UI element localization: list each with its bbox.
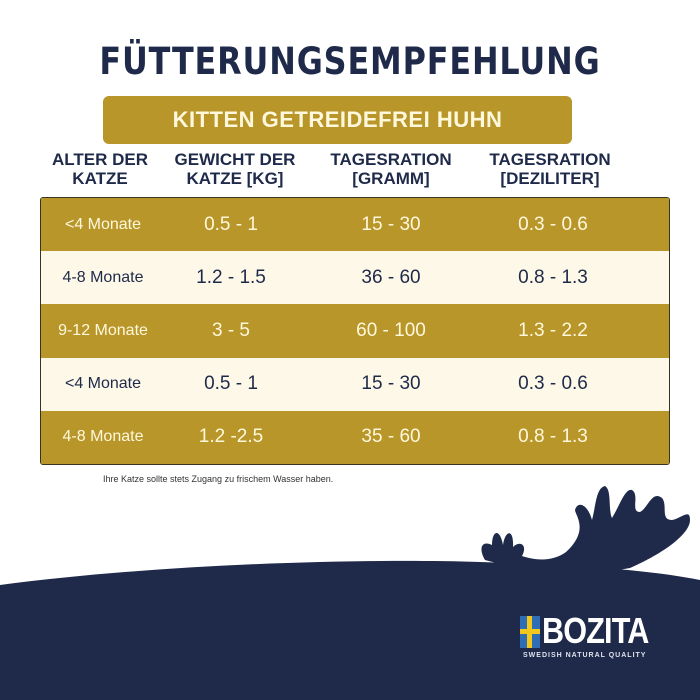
footnote: Ihre Katze sollte stets Zugang zu frisch… xyxy=(103,474,334,484)
navy-hill xyxy=(0,560,700,700)
deciliters-cell: 0.8 - 1.3 xyxy=(518,426,588,448)
column-header-age: ALTER DER KATZE xyxy=(51,150,149,188)
grams-cell: 36 - 60 xyxy=(361,266,421,288)
grams-cell: 60 - 100 xyxy=(356,319,426,341)
grams-cell: 15 - 30 xyxy=(361,213,421,235)
table-row: 9-12 Monate 3 - 5 60 - 100 1.3 - 2.2 xyxy=(41,304,669,358)
age-cell: 4-8 Monate xyxy=(62,428,144,446)
column-header-deciliters: TAGESRATION [DEZILITER] xyxy=(489,150,611,188)
age-cell: <4 Monate xyxy=(64,215,142,233)
antler-icon xyxy=(481,486,690,580)
age-cell: 9-12 Monate xyxy=(58,321,148,339)
deciliters-cell: 0.8 - 1.3 xyxy=(518,266,588,288)
table-row: <4 Monate 0.5 - 1 15 - 30 0.3 - 0.6 xyxy=(41,357,669,411)
page-title: FÜTTERUNGSEMPFEHLUNG xyxy=(99,40,601,83)
column-header-grams: TAGESRATION [GRAMM] xyxy=(330,150,452,188)
weight-cell: 1.2 - 1.5 xyxy=(196,266,266,288)
feeding-table: <4 Monate 0.5 - 1 15 - 30 0.3 - 0.6 4-8 Mona… xyxy=(40,197,670,465)
weight-cell: 0.5 - 1 xyxy=(204,373,258,395)
weight-cell: 3 - 5 xyxy=(211,319,251,341)
age-cell: 4-8 Monate xyxy=(62,268,144,286)
column-header-weight: GEWICHT DER KATZE [KG] xyxy=(174,150,296,188)
deciliters-cell: 0.3 - 0.6 xyxy=(518,213,588,235)
table-row: 4-8 Monate 1.2 - 1.5 36 - 60 0.8 - 1.3 xyxy=(41,251,669,305)
weight-cell: 1.2 -2.5 xyxy=(198,426,264,448)
weight-cell: 0.5 - 1 xyxy=(204,213,258,235)
deciliters-cell: 0.3 - 0.6 xyxy=(518,373,588,395)
age-cell: <4 Monate xyxy=(64,375,142,393)
swedish-flag-icon xyxy=(520,616,540,648)
grams-cell: 15 - 30 xyxy=(361,373,421,395)
table-row: 4-8 Monate 1.2 -2.5 35 - 60 0.8 - 1.3 xyxy=(41,410,669,464)
deciliters-cell: 1.3 - 2.2 xyxy=(518,319,588,341)
grams-cell: 35 - 60 xyxy=(361,426,421,448)
product-banner: KITTEN GETREIDEFREI HUHN xyxy=(103,96,572,144)
table-row: <4 Monate 0.5 - 1 15 - 30 0.3 - 0.6 xyxy=(41,198,669,252)
